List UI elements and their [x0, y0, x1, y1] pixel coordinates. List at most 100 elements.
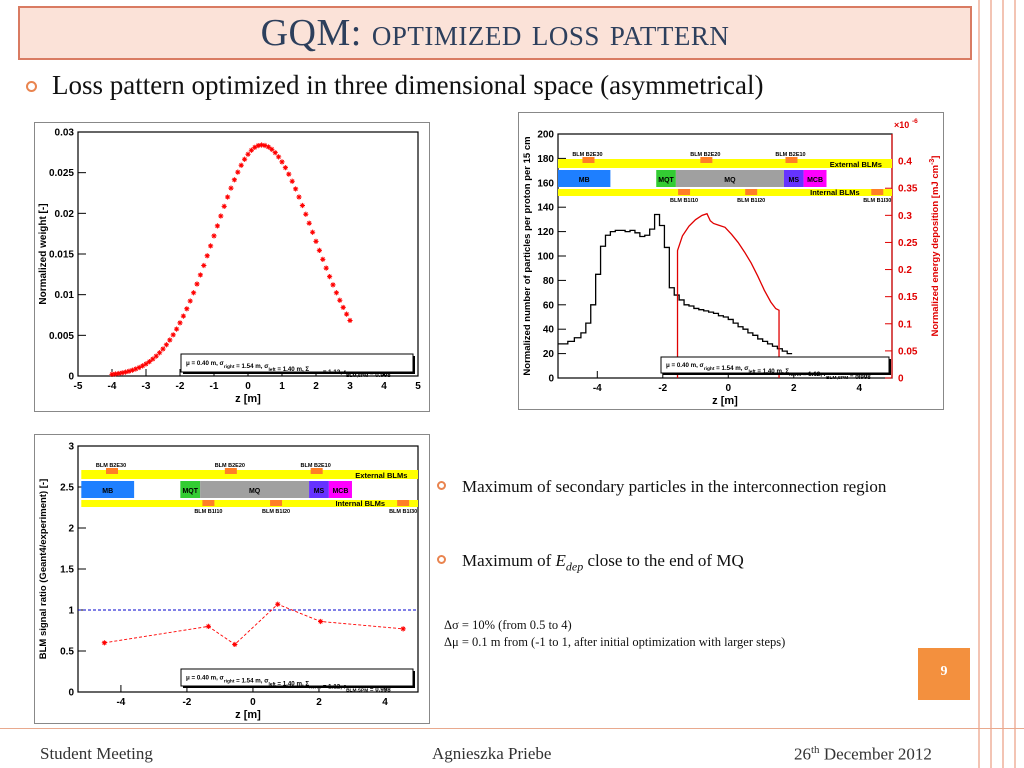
point-shape — [400, 626, 406, 632]
legend-text: μ = 0.40 m, σright = 1.54 m, σleft = 1.4… — [666, 362, 871, 381]
legend-subscript: norm — [309, 370, 321, 376]
point-shape — [177, 320, 183, 326]
data-point — [313, 238, 319, 244]
point-shape — [238, 162, 244, 168]
point-shape — [289, 178, 295, 184]
blm-label-top: BLM B2E20 — [215, 463, 245, 469]
data-point — [259, 142, 265, 148]
series-energy-line — [676, 212, 780, 378]
blm-marker-bottom — [678, 189, 691, 195]
data-point — [320, 256, 326, 262]
x-tick-label: 1 — [279, 381, 285, 392]
footer-sup: th — [811, 744, 820, 756]
data-point — [126, 368, 132, 374]
blm-marker-top — [224, 468, 237, 474]
magnet-label: MQT — [658, 177, 674, 184]
x-tick-label: 0 — [245, 381, 251, 392]
data-point — [204, 253, 210, 259]
point-shape — [146, 359, 152, 365]
data-point — [143, 361, 149, 367]
data-point — [330, 282, 336, 288]
legend-segment: = 1.40 m, Σ — [756, 368, 790, 375]
y-tick-label: 0 — [548, 374, 554, 385]
magnet-block — [81, 481, 135, 498]
x-tick-label: 2 — [313, 381, 319, 392]
magnet-gap — [134, 481, 181, 498]
point-shape — [109, 371, 115, 377]
legend-segment: = 1.54 m, σ — [714, 365, 749, 372]
point-shape — [272, 150, 278, 156]
data-point — [214, 223, 220, 229]
data-point — [333, 290, 339, 296]
point-shape — [133, 366, 139, 372]
bullet-text: Maximum of — [462, 551, 556, 570]
data-point — [252, 144, 258, 150]
data-point — [191, 290, 197, 296]
data-point — [170, 332, 176, 338]
y2-tick-label: 0.1 — [898, 319, 912, 330]
point-shape — [340, 304, 346, 311]
legend-segment: μ = 0.40 m, σ — [186, 675, 225, 682]
x-tick-label: 5 — [415, 381, 421, 392]
data-point — [303, 211, 309, 217]
magnet-label: MS — [314, 488, 325, 495]
point-shape — [205, 623, 211, 629]
x-tick-label: -4 — [108, 381, 117, 392]
magnet-block — [656, 170, 676, 187]
point-shape — [126, 368, 132, 374]
point-shape — [296, 194, 302, 200]
y2-axis-label: Normalized energy deposition [mJ cm-3] — [929, 156, 941, 337]
legend-box — [180, 668, 414, 687]
data-point — [177, 320, 183, 326]
bullet-text: close to the end of MQ — [583, 551, 744, 570]
point-shape — [323, 265, 329, 271]
legend-subscript: left — [748, 369, 756, 375]
data-point — [167, 337, 173, 343]
point-shape — [245, 151, 251, 157]
point-shape — [174, 326, 180, 332]
point-shape — [255, 143, 261, 149]
data-point — [316, 247, 322, 254]
y-tick-label: 180 — [537, 154, 554, 165]
data-point — [272, 150, 278, 156]
blm-marker-top — [106, 468, 119, 474]
data-point — [140, 363, 146, 369]
data-point — [344, 311, 350, 317]
point-shape — [313, 238, 319, 244]
data-point — [296, 194, 302, 200]
title-box: GQM: optimized loss pattern — [18, 6, 972, 60]
point-shape — [211, 233, 217, 239]
series-particles-line — [558, 213, 793, 355]
point-shape — [228, 185, 234, 191]
point-shape — [259, 142, 265, 148]
x-tick-label: -2 — [176, 381, 185, 392]
data-point — [276, 154, 282, 160]
point-shape — [119, 370, 125, 376]
footer-left: Student Meeting — [40, 744, 153, 763]
blm-label-bottom: BLM B1I20 — [262, 509, 290, 515]
data-point — [275, 601, 281, 607]
y-tick-label: 160 — [537, 178, 554, 189]
data-point — [347, 317, 353, 324]
blm-label-top: BLM B2E10 — [775, 152, 805, 158]
blm-marker-bottom — [202, 500, 215, 506]
data-point — [248, 147, 254, 153]
blm-marker-bottom — [270, 500, 283, 506]
bullet-icon — [437, 481, 446, 490]
data-point — [289, 178, 295, 184]
legend-segment: = 0.998 — [848, 374, 871, 381]
blm-marker-top — [582, 157, 595, 163]
data-point — [245, 151, 251, 157]
edep-subscript: dep — [565, 559, 584, 574]
data-point — [136, 364, 142, 371]
note-mu: Δμ = 0.1 m from (-1 to 1, after initial … — [444, 635, 786, 649]
data-point — [242, 156, 248, 162]
page-title: GQM: optimized loss pattern — [20, 8, 970, 58]
decor-stripe — [990, 0, 992, 768]
y-tick-label: 0.015 — [49, 250, 74, 261]
legend-box — [660, 356, 890, 374]
point-shape — [136, 364, 142, 371]
data-point — [282, 165, 288, 171]
bullet-secondary-particles: Maximum of secondary particles in the in… — [462, 472, 982, 502]
magnet-gap — [610, 170, 657, 187]
